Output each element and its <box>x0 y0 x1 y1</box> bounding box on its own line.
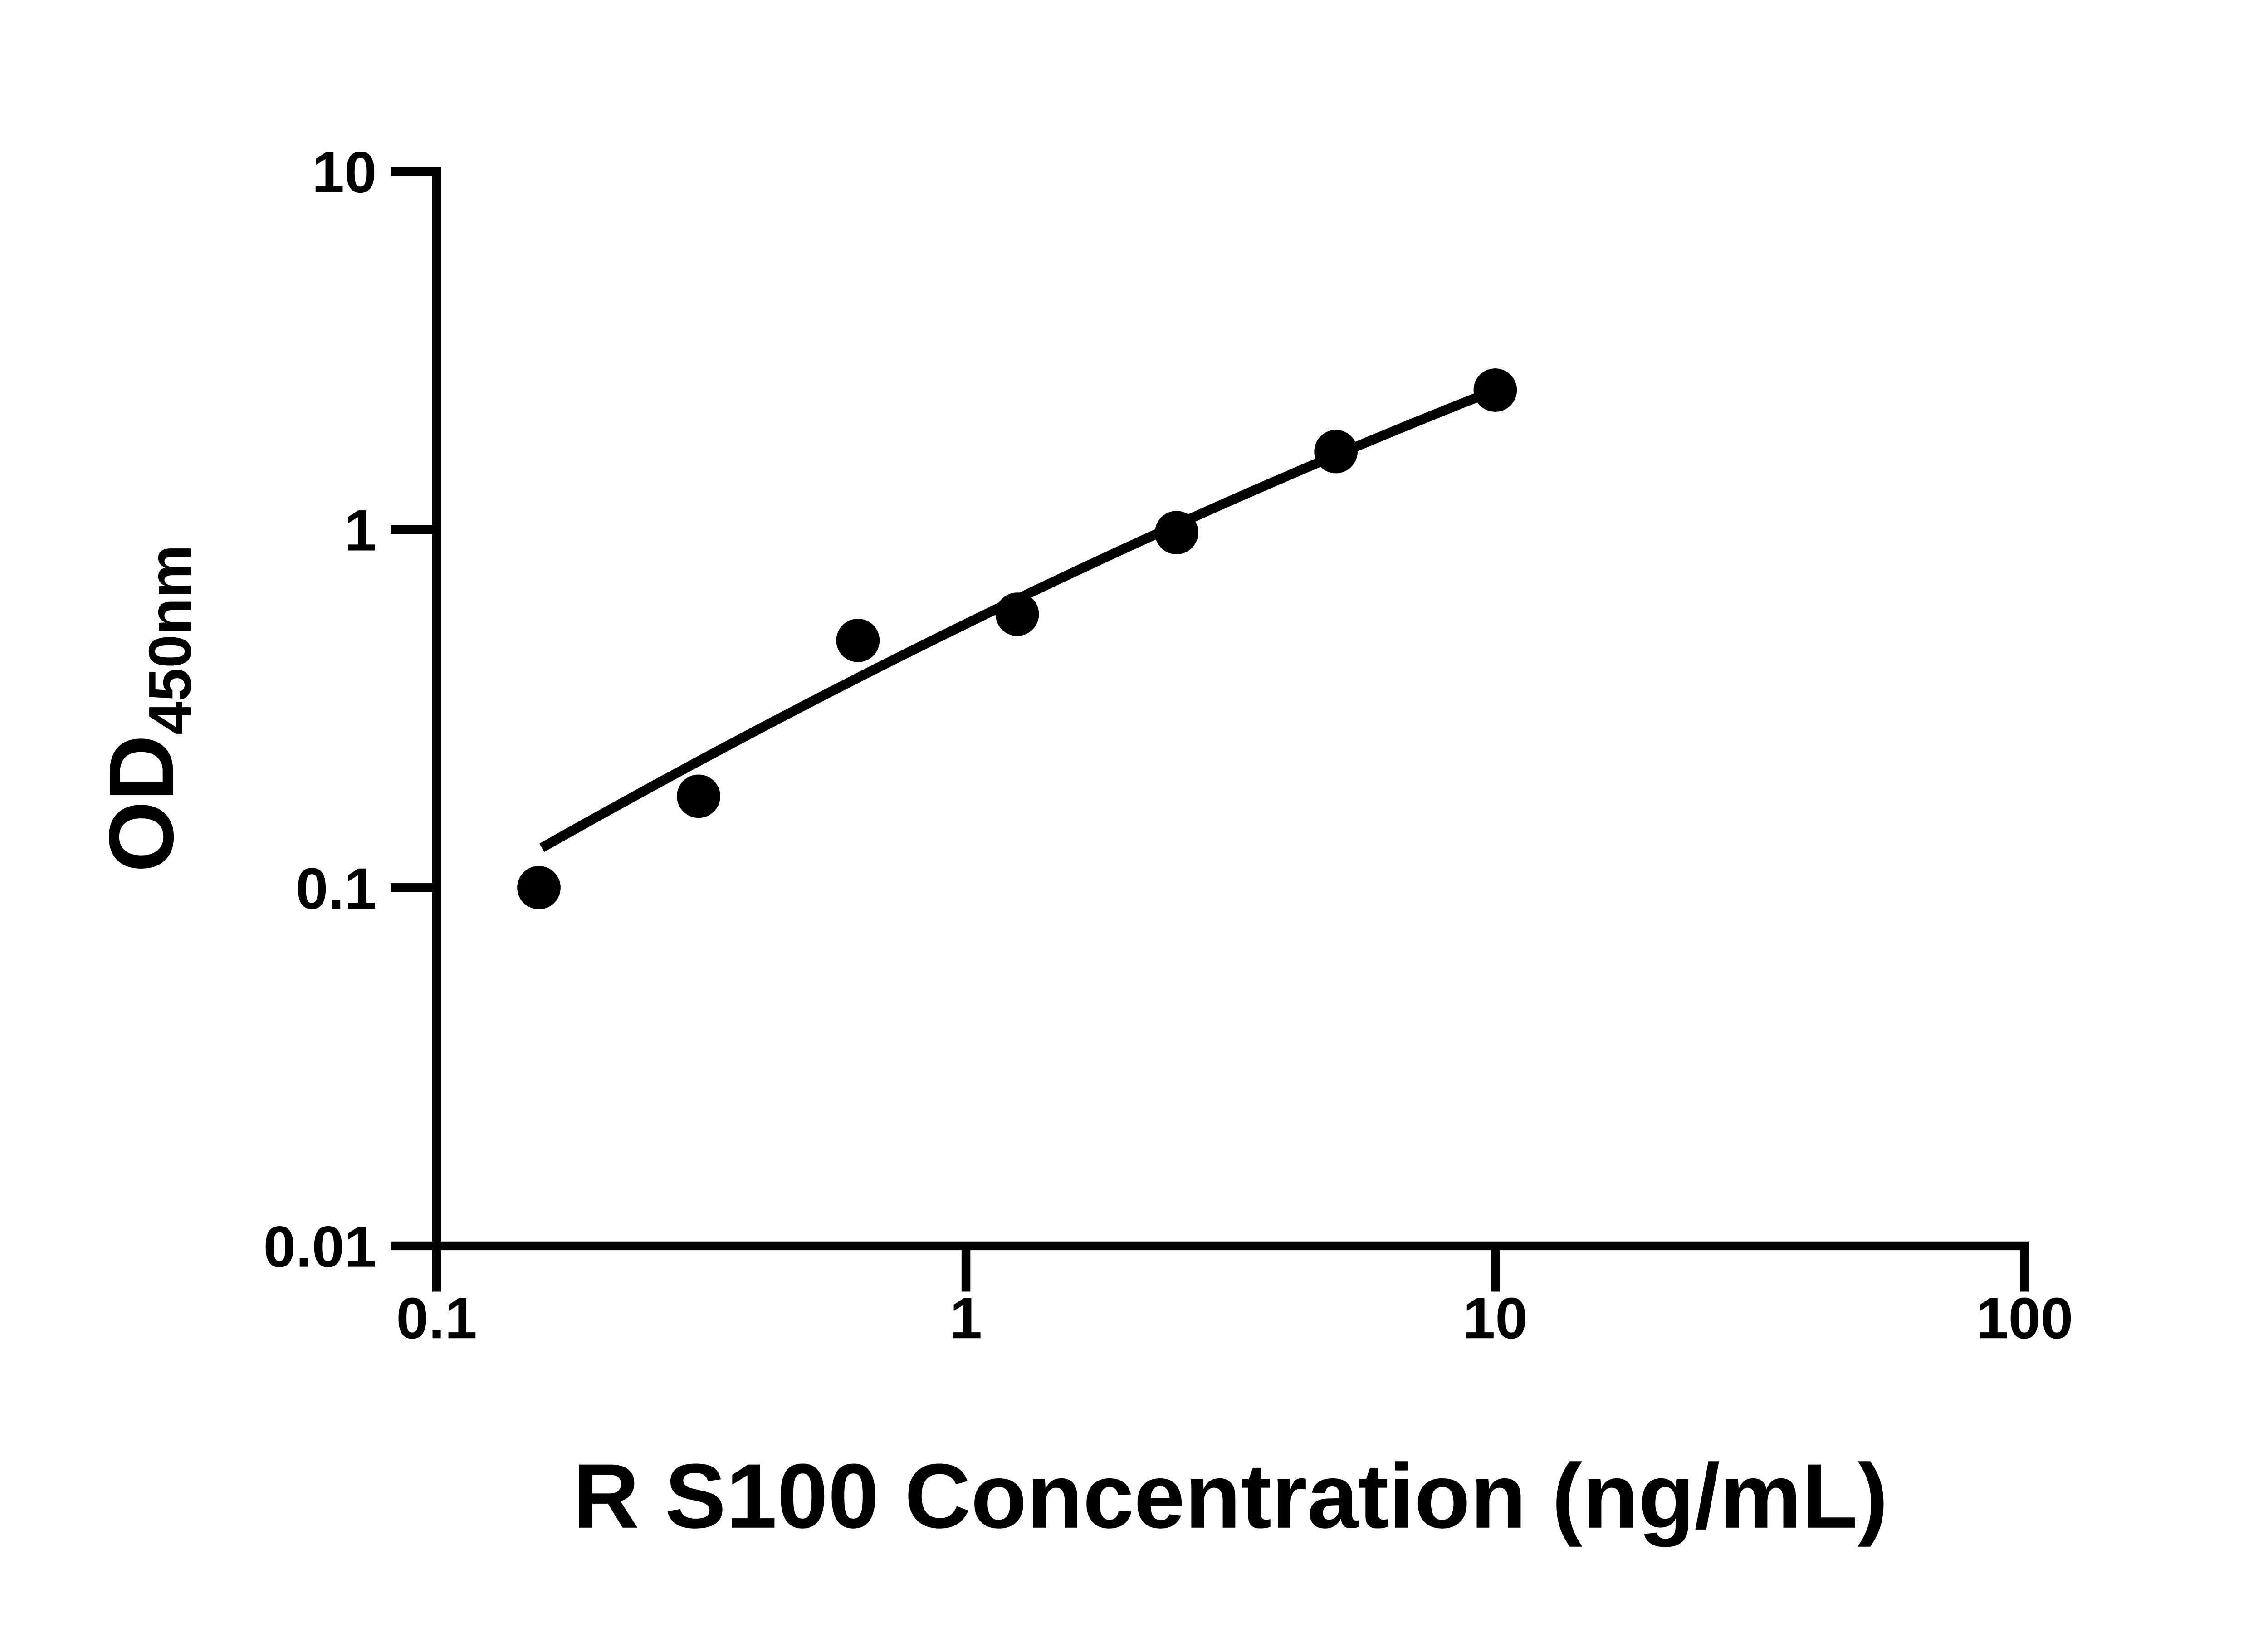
x-tick-label-10: 10 <box>1463 1286 1528 1351</box>
data-point-7 <box>1473 368 1517 412</box>
data-point-6 <box>1314 430 1358 474</box>
plot-area: 10 1 0.1 0.01 0.1 1 10 100 <box>264 140 2073 1351</box>
y-tick-label-1: 1 <box>344 498 376 563</box>
data-point-3 <box>836 618 880 662</box>
data-point-5 <box>1155 511 1198 554</box>
y-tick-label-0.1: 0.1 <box>296 856 376 921</box>
data-point-2 <box>677 774 720 818</box>
x-tick-label-100: 100 <box>1976 1286 2073 1351</box>
y-axis-title-sub: 450nm <box>137 545 204 735</box>
y-tick-label-10: 10 <box>312 140 377 205</box>
x-axis-title: R S100 Concentration (ng/mL) <box>573 1444 1888 1547</box>
data-point-1 <box>517 865 561 909</box>
y-tick-label-0.01: 0.01 <box>264 1214 377 1279</box>
y-axis-title-main: OD <box>90 735 192 872</box>
x-tick-label-1: 1 <box>950 1286 982 1351</box>
data-point-4 <box>995 592 1039 636</box>
elisa-standard-curve-chart: 10 1 0.1 0.01 0.1 1 10 100 R S100 Concentration… <box>0 22 2268 1611</box>
y-axis-title: OD450nm <box>90 545 204 872</box>
x-tick-label-0.1: 0.1 <box>396 1286 477 1351</box>
